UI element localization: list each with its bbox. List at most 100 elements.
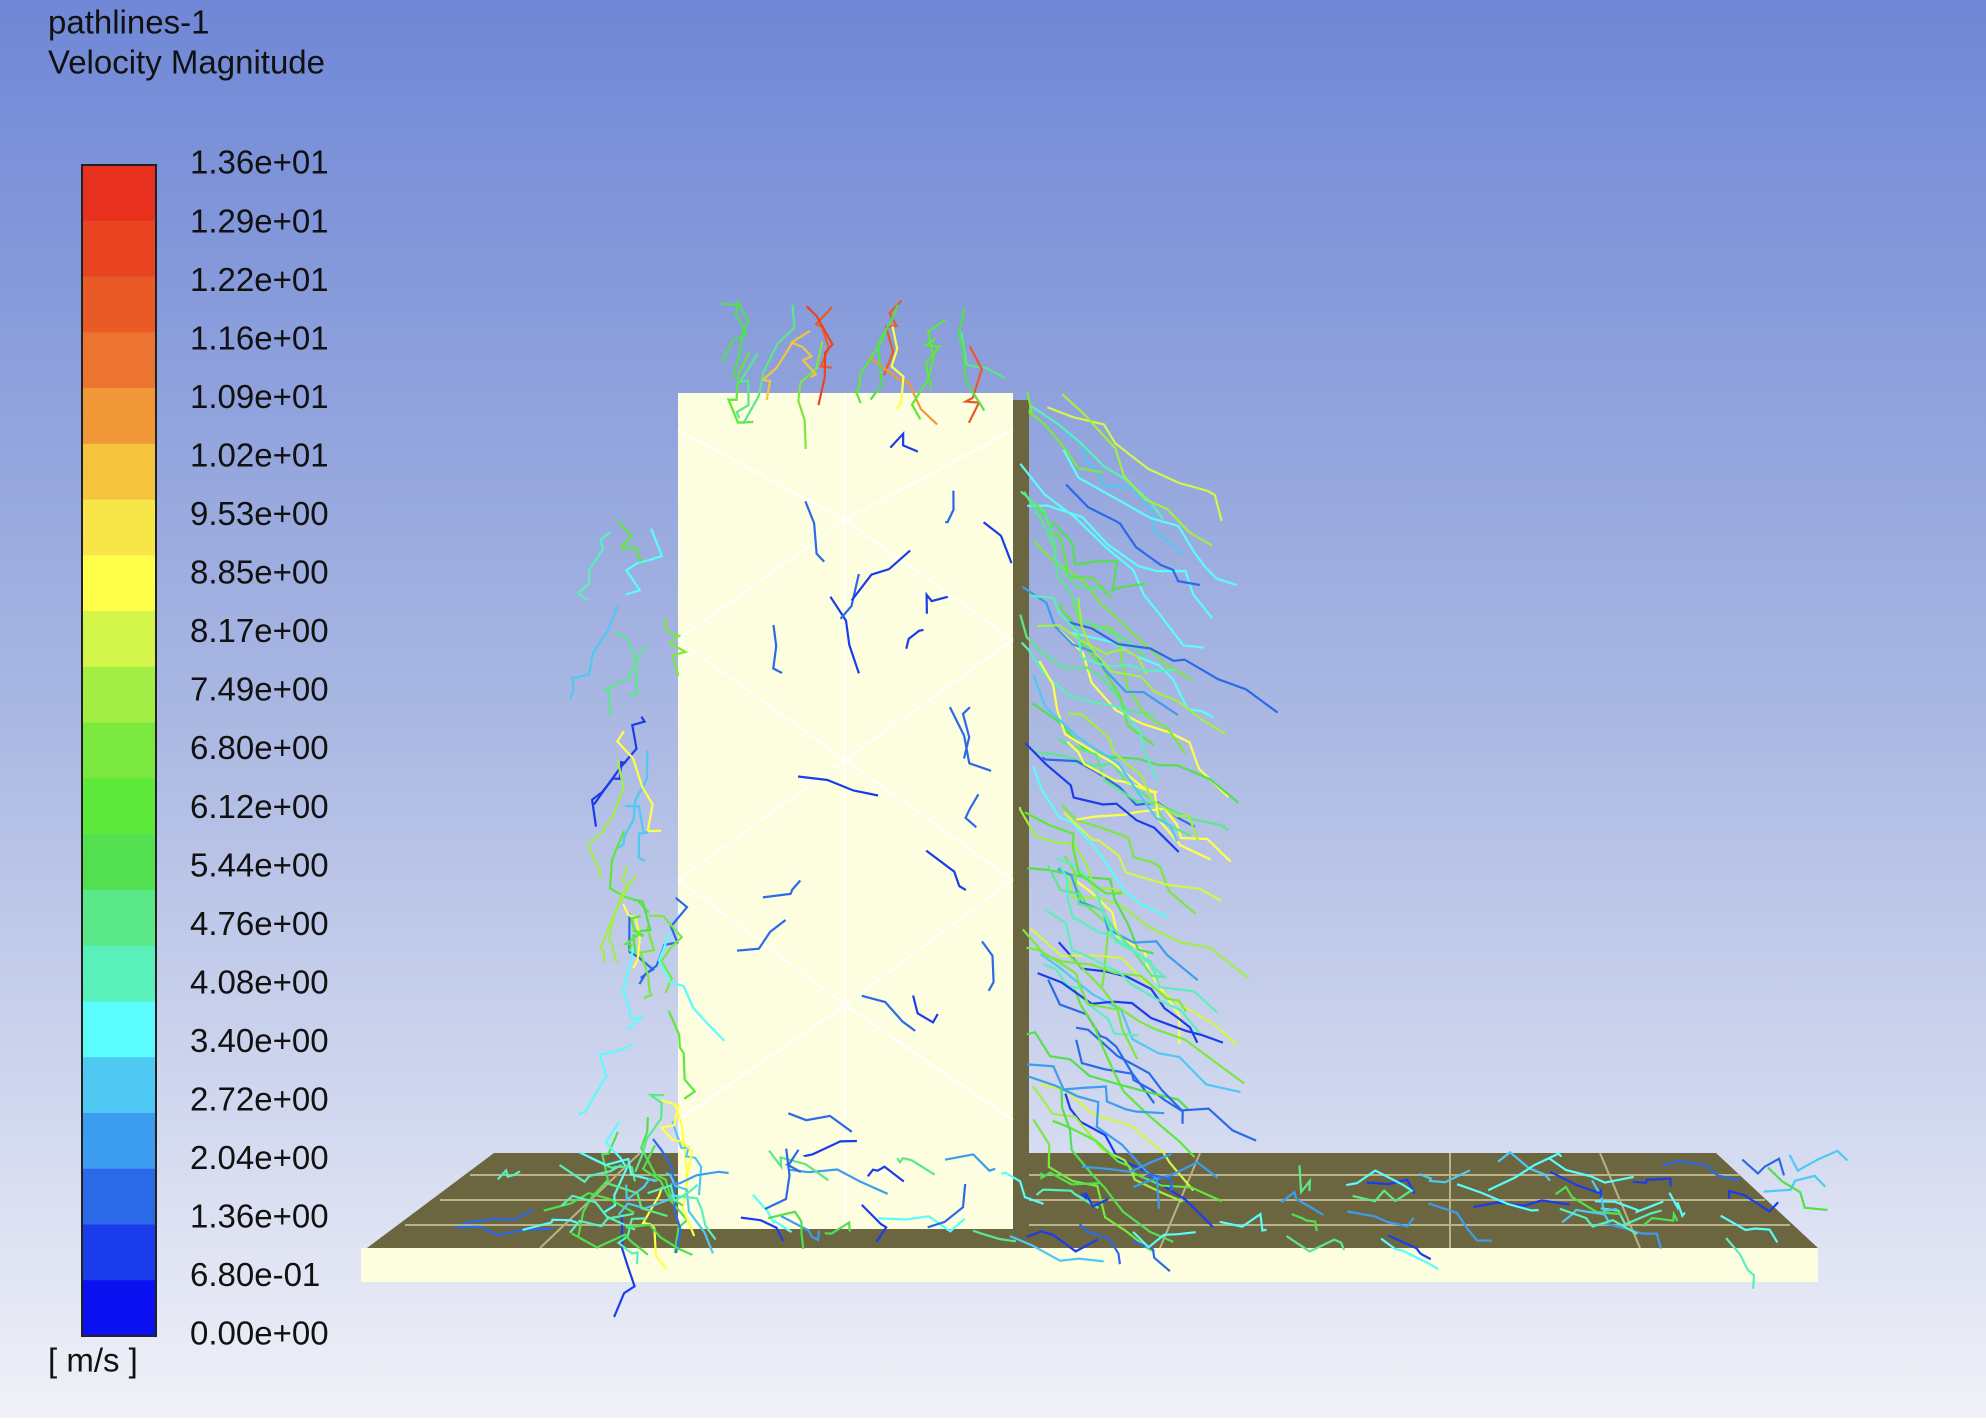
pathline bbox=[1080, 1192, 1109, 1208]
pathline bbox=[925, 849, 967, 892]
colorbar-label: 0.00e+00 bbox=[190, 1315, 329, 1352]
pathline bbox=[616, 730, 662, 833]
pathline bbox=[760, 329, 811, 401]
colorbar-band bbox=[82, 1224, 156, 1281]
pathline bbox=[625, 1177, 658, 1202]
pathline bbox=[667, 1010, 697, 1100]
colorbar-frame bbox=[81, 164, 157, 1337]
colorbar-band bbox=[82, 945, 156, 1003]
pathline bbox=[617, 750, 649, 850]
pathline bbox=[1060, 1087, 1174, 1243]
pathline bbox=[1027, 1063, 1165, 1115]
pathline bbox=[665, 1172, 714, 1254]
colorbar-label: 6.80e-01 bbox=[190, 1256, 320, 1293]
colorbar-band bbox=[82, 443, 156, 501]
pathline bbox=[964, 793, 980, 829]
pathline bbox=[890, 326, 905, 410]
pathline bbox=[751, 1193, 793, 1234]
pathline bbox=[1561, 1208, 1610, 1224]
pathline bbox=[603, 645, 649, 717]
pathline bbox=[720, 299, 747, 363]
colorbar-label: 1.16e+01 bbox=[190, 319, 329, 356]
pathline bbox=[571, 1232, 649, 1256]
pathline bbox=[1066, 740, 1212, 861]
pathline bbox=[1387, 1234, 1432, 1261]
colorbar-label: 5.44e+00 bbox=[190, 846, 329, 883]
colorbar-label: 2.04e+00 bbox=[190, 1139, 329, 1176]
colorbar-label: 8.17e+00 bbox=[190, 612, 329, 649]
pathline bbox=[726, 351, 754, 424]
pathline bbox=[927, 1183, 967, 1229]
pathline bbox=[742, 305, 796, 425]
pathline bbox=[922, 337, 942, 390]
pathline bbox=[882, 299, 903, 376]
pathline bbox=[735, 353, 759, 419]
pathline bbox=[982, 521, 1013, 564]
colorbar-band bbox=[82, 1057, 156, 1114]
pathline bbox=[1487, 1152, 1563, 1192]
unit-label: [ m/s ] bbox=[48, 1342, 138, 1379]
pathline bbox=[1346, 1169, 1414, 1193]
pathline bbox=[764, 1148, 791, 1210]
pathline bbox=[671, 1194, 717, 1241]
pathline bbox=[1602, 1222, 1662, 1249]
pathline bbox=[1347, 1210, 1415, 1228]
pathline bbox=[805, 305, 834, 406]
pathline bbox=[1026, 946, 1139, 1060]
pathline bbox=[616, 520, 642, 563]
pathline bbox=[1020, 641, 1159, 781]
ground-slab bbox=[361, 1248, 1818, 1282]
pathline bbox=[1058, 629, 1230, 798]
pathline bbox=[613, 1216, 636, 1318]
pathline bbox=[1298, 1165, 1312, 1196]
pathline bbox=[634, 1093, 665, 1173]
pathline bbox=[740, 1216, 785, 1242]
pathline bbox=[1052, 1119, 1223, 1203]
pathline bbox=[1456, 1183, 1539, 1212]
pathline bbox=[664, 617, 689, 677]
pathline bbox=[586, 758, 625, 879]
pathline bbox=[861, 994, 916, 1032]
pathline bbox=[1725, 1237, 1756, 1289]
colorbar-label: 1.29e+01 bbox=[190, 202, 329, 239]
pathline bbox=[1219, 1212, 1267, 1232]
pathline bbox=[1057, 737, 1192, 837]
pathline bbox=[1040, 1171, 1099, 1186]
colorbar-label: 6.12e+00 bbox=[190, 788, 329, 825]
pathline bbox=[1064, 431, 1184, 555]
pathlines bbox=[455, 299, 1849, 1318]
pathline bbox=[1029, 927, 1238, 1046]
pathline bbox=[944, 1153, 996, 1172]
pathline bbox=[789, 1168, 889, 1195]
pathline bbox=[1039, 1082, 1195, 1192]
colorbar-band bbox=[82, 889, 156, 947]
pathline bbox=[889, 430, 919, 453]
pathline bbox=[1057, 867, 1199, 982]
pathline bbox=[790, 341, 818, 378]
pathline bbox=[829, 596, 860, 674]
pathline bbox=[1788, 1149, 1849, 1173]
colorbar-label: 7.49e+00 bbox=[190, 671, 329, 708]
pathline bbox=[631, 898, 652, 955]
pathline bbox=[659, 1103, 694, 1180]
pathline bbox=[772, 624, 783, 674]
colorbar-band bbox=[82, 555, 156, 612]
pathline bbox=[1037, 624, 1148, 676]
pathline bbox=[1019, 463, 1205, 649]
pathline bbox=[1031, 702, 1239, 804]
pathline bbox=[1428, 1202, 1492, 1242]
pathline bbox=[972, 1229, 1016, 1243]
colorbar-band bbox=[82, 722, 156, 779]
colorbar-band bbox=[82, 611, 156, 668]
colorbar-label: 1.02e+01 bbox=[190, 436, 329, 473]
pathline bbox=[1549, 1170, 1602, 1198]
pathline bbox=[652, 1138, 682, 1254]
pathline bbox=[1032, 1118, 1156, 1253]
pathline bbox=[625, 1223, 693, 1256]
pathline bbox=[543, 1191, 636, 1214]
colorbar-band bbox=[82, 778, 156, 835]
pathline bbox=[910, 318, 947, 420]
pathline bbox=[1035, 1188, 1099, 1209]
colorbar-label: 2.72e+00 bbox=[190, 1081, 329, 1118]
